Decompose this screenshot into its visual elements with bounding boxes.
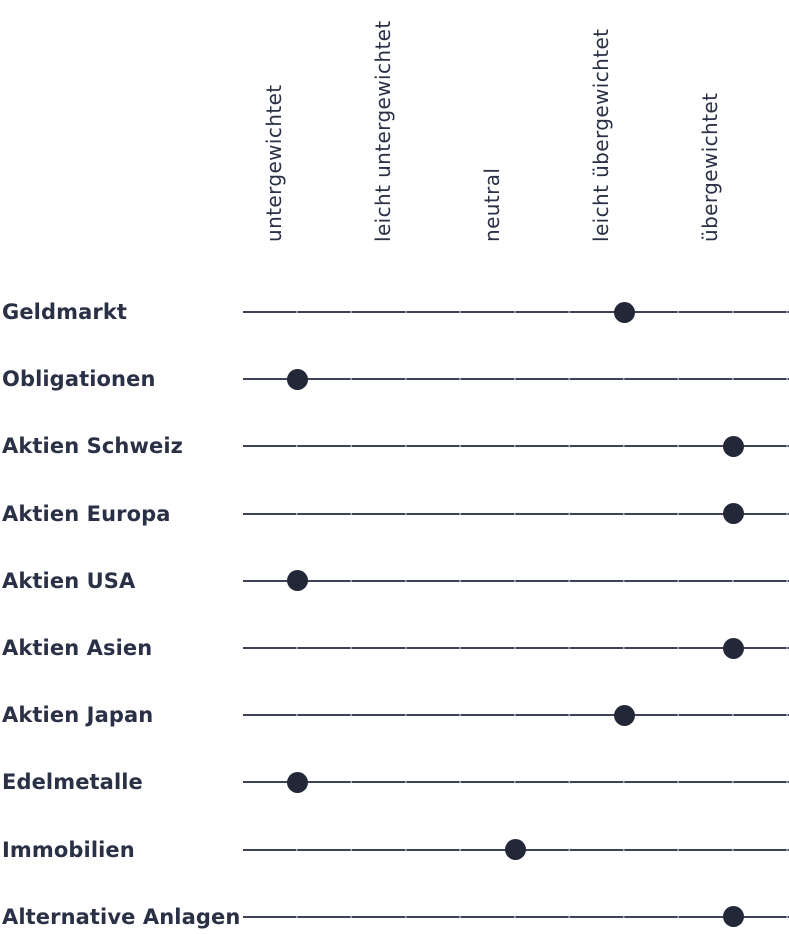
row-line — [243, 915, 789, 918]
row-label: Geldmarkt — [2, 300, 128, 324]
position-dot — [287, 771, 308, 793]
column-header: leicht übergewichtet — [588, 28, 613, 242]
position-dot — [505, 839, 526, 861]
row-line — [243, 579, 789, 582]
row-label: Obligationen — [2, 367, 156, 392]
row-label: Immobilien — [2, 837, 135, 862]
row-line — [243, 647, 789, 649]
position-dot — [287, 570, 308, 592]
position-dot — [723, 435, 744, 457]
row-line — [243, 378, 789, 381]
row-label: Aktien Asien — [2, 636, 153, 660]
row-line — [243, 445, 789, 448]
position-dot — [723, 906, 744, 928]
row-line — [243, 512, 789, 515]
position-dot — [614, 704, 635, 726]
position-dot — [723, 637, 744, 659]
row-line — [243, 781, 789, 784]
column-header: untergewichtet — [261, 84, 286, 242]
row-line — [243, 714, 789, 717]
column-header: neutral — [479, 167, 504, 242]
row-label: Aktien Japan — [2, 703, 154, 728]
position-dot — [614, 301, 635, 323]
column-header: leicht untergewichtet — [370, 20, 395, 242]
row-label: Aktien Schweiz — [2, 434, 183, 459]
row-line — [243, 311, 789, 313]
row-label: Edelmetalle — [2, 770, 143, 795]
row-label: Aktien USA — [2, 568, 136, 593]
position-dot — [723, 503, 744, 525]
position-dot — [287, 368, 308, 390]
row-label: Aktien Europa — [2, 501, 171, 526]
row-label: Alternative Anlagen — [2, 904, 241, 929]
column-header: übergewichtet — [697, 92, 722, 242]
